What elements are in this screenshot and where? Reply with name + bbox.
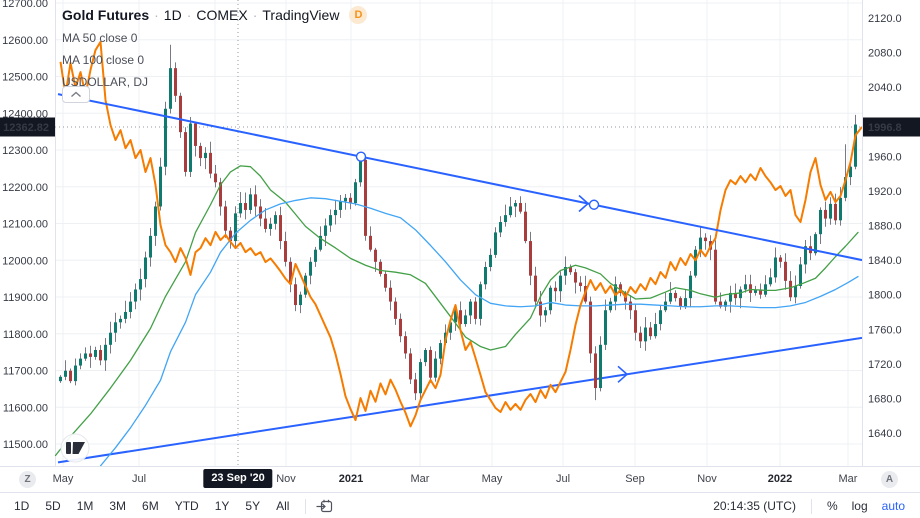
usdollar-line[interactable] <box>59 40 863 428</box>
svg-text:11500.00: 11500.00 <box>3 439 48 451</box>
svg-text:12600.00: 12600.00 <box>2 35 48 47</box>
percent-scale-button[interactable]: % <box>820 497 845 515</box>
svg-text:11800.00: 11800.00 <box>3 329 48 341</box>
time-axis[interactable]: MayJulSepNov2021MarMayJulSepNov2022MarZA… <box>0 466 920 493</box>
time-tick-Nov: Nov <box>697 473 717 485</box>
range-button-5Y[interactable]: 5Y <box>238 497 267 515</box>
svg-text:2120.0: 2120.0 <box>868 13 902 25</box>
legend-collapse-button[interactable] <box>62 86 90 103</box>
vendor-label[interactable]: TradingView <box>262 7 340 23</box>
chart-pane[interactable]: 11500.00 11600.00 11700.00 11800.00 11900.00… <box>0 0 920 466</box>
range-button-All[interactable]: All <box>269 497 296 515</box>
time-tick-2021: 2021 <box>338 473 364 485</box>
range-button-5D[interactable]: 5D <box>38 497 67 515</box>
svg-text:12100.00: 12100.00 <box>2 219 48 231</box>
svg-text:11700.00: 11700.00 <box>3 366 48 378</box>
separator: · <box>186 7 192 23</box>
time-tick-Nov: Nov <box>276 473 296 485</box>
hint-marker-z[interactable]: Z <box>19 471 36 488</box>
svg-text:2080.0: 2080.0 <box>868 48 902 60</box>
chart-legend: Gold Futures · 1D · COMEX · TradingView … <box>62 5 368 103</box>
divider <box>810 498 812 514</box>
ma50-line[interactable] <box>55 165 859 457</box>
toolbar-right-group: 20:14:35 (UTC) % log auto <box>706 497 912 515</box>
tradingview-logo[interactable] <box>60 433 90 463</box>
clock-timezone-button[interactable]: 20:14:35 (UTC) <box>706 497 803 515</box>
chevron-up-icon <box>71 91 81 98</box>
indicator-ma50[interactable]: MA 50 close 0 <box>62 31 138 45</box>
svg-text:1920.0: 1920.0 <box>868 186 902 198</box>
range-button-1Y[interactable]: 1Y <box>208 497 237 515</box>
range-button-YTD[interactable]: YTD <box>168 497 206 515</box>
trendline-ascending-support[interactable] <box>57 336 862 464</box>
time-tick-May: May <box>52 473 74 485</box>
svg-text:12362.82: 12362.82 <box>3 122 49 134</box>
svg-text:11600.00: 11600.00 <box>3 402 48 414</box>
ma100-line[interactable] <box>99 197 859 466</box>
exchange-label[interactable]: COMEX <box>196 7 248 23</box>
time-tick-Sep: Sep <box>625 473 645 485</box>
price-chart-canvas[interactable]: 11500.00 11600.00 11700.00 11800.00 11900.00… <box>0 0 920 466</box>
svg-text:1840.0: 1840.0 <box>868 255 902 267</box>
crosshair-date-badge: 23 Sep '20 <box>203 469 273 488</box>
interval-badge-icon: D <box>349 6 368 24</box>
range-button-3M[interactable]: 3M <box>102 497 133 515</box>
gold-candlesticks <box>59 44 857 401</box>
svg-text:12500.00: 12500.00 <box>2 72 48 84</box>
svg-text:1880.0: 1880.0 <box>868 221 902 233</box>
indicator-ma100[interactable]: MA 100 close 0 <box>62 53 145 67</box>
svg-text:1996.8: 1996.8 <box>868 122 902 134</box>
svg-text:12400.00: 12400.00 <box>2 108 48 120</box>
svg-text:1960.0: 1960.0 <box>868 151 902 163</box>
hint-marker-a[interactable]: A <box>881 471 898 488</box>
svg-text:12300.00: 12300.00 <box>2 145 48 157</box>
svg-text:11900.00: 11900.00 <box>3 292 48 304</box>
indicator-usdollar[interactable]: USDOLLAR, DJ <box>62 75 149 89</box>
auto-scale-button[interactable]: auto <box>875 497 912 515</box>
trendline-descending-resistance[interactable] <box>57 93 862 262</box>
interval-label[interactable]: 1D <box>163 7 182 23</box>
crosshair-price-badges: 12362.82 1996.8 <box>0 117 920 137</box>
price-axis-labels[interactable]: 11500.00 11600.00 11700.00 11800.00 11900.00… <box>2 0 902 451</box>
range-button-1M[interactable]: 1M <box>70 497 101 515</box>
svg-text:1640.0: 1640.0 <box>868 428 902 440</box>
time-tick-Jul: Jul <box>131 473 147 485</box>
bottom-toolbar: 1D 5D 1M 3M 6M YTD 1Y 5Y All 20:14:35 (UTC) % lo… <box>0 492 920 518</box>
goto-date-icon <box>316 499 333 512</box>
crosshair-lines <box>55 0 862 466</box>
time-tick-May: May <box>481 473 503 485</box>
date-range-buttons: 1D 5D 1M 3M 6M YTD 1Y 5Y All <box>6 497 297 515</box>
time-tick-Mar: Mar <box>838 473 858 485</box>
svg-text:1720.0: 1720.0 <box>868 359 902 371</box>
svg-text:1680.0: 1680.0 <box>868 393 902 405</box>
range-button-6M[interactable]: 6M <box>135 497 166 515</box>
time-tick-Mar: Mar <box>410 473 430 485</box>
symbol-title-row[interactable]: Gold Futures · 1D · COMEX · TradingView … <box>62 5 368 25</box>
range-button-1D[interactable]: 1D <box>7 497 36 515</box>
gridlines <box>55 0 863 466</box>
separator: · <box>252 7 258 23</box>
symbol-name[interactable]: Gold Futures <box>62 7 150 23</box>
svg-text:1800.0: 1800.0 <box>868 290 902 302</box>
svg-text:2040.0: 2040.0 <box>868 82 902 94</box>
goto-date-button[interactable] <box>314 497 335 516</box>
svg-text:12700.00: 12700.00 <box>2 0 48 10</box>
divider <box>305 498 307 514</box>
log-scale-button[interactable]: log <box>845 497 875 515</box>
svg-text:12000.00: 12000.00 <box>2 255 48 267</box>
time-tick-Jul: Jul <box>555 473 571 485</box>
svg-text:1760.0: 1760.0 <box>868 324 902 336</box>
separator: · <box>154 7 159 23</box>
svg-text:12200.00: 12200.00 <box>2 182 48 194</box>
time-tick-2022: 2022 <box>767 473 793 485</box>
